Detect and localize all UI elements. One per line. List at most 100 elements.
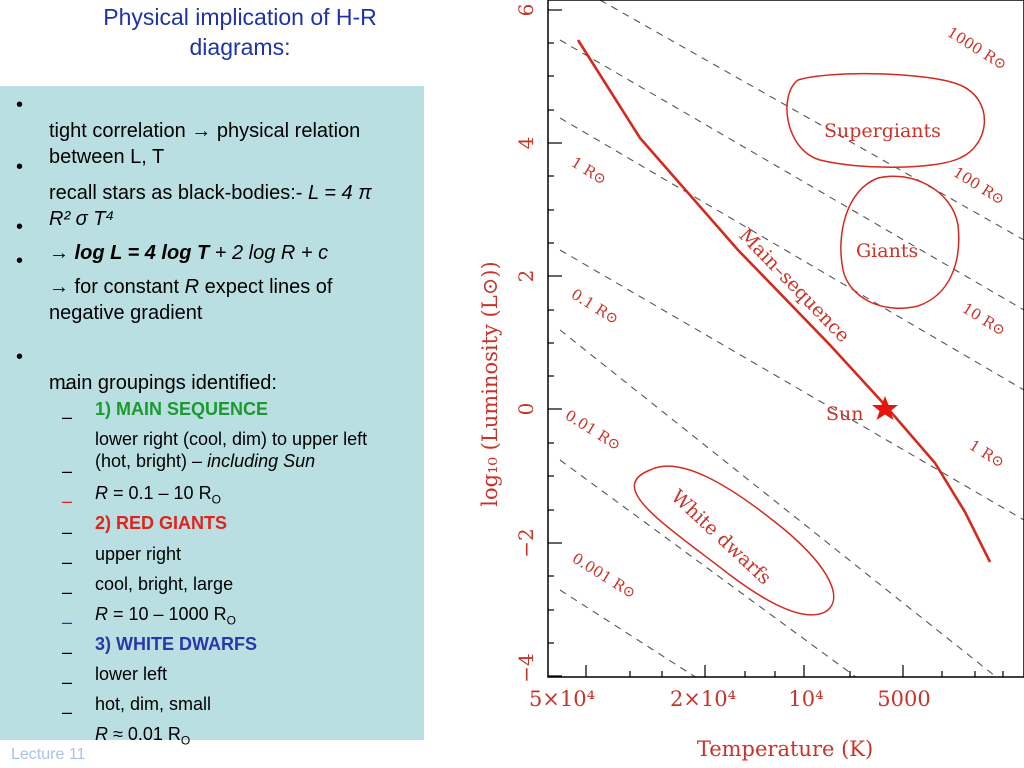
y-tick-label-0: 0 xyxy=(514,403,538,416)
radius-label-0-1: 0.1 R⊙ xyxy=(568,285,622,328)
sub-lower-right: – lower right (cool, dim) to upper left … xyxy=(62,406,367,471)
sub-text-italic: including Sun xyxy=(207,451,316,471)
slide-title-line2: diagrams: xyxy=(189,34,291,60)
y-tick-labels: 6 4 2 0 −2 −4 xyxy=(514,4,538,683)
sub-lower-left: – lower left xyxy=(62,641,167,684)
bullet-marker: • xyxy=(16,156,24,178)
sub-text: 1) MAIN SEQUENCE xyxy=(95,399,269,419)
bullet-text: → for constant xyxy=(49,276,185,298)
sub-red-giants: – 2) RED GIANTS xyxy=(62,490,227,533)
x-tick-labels: 5×10⁴ 2×10⁴ 10⁴ 5000 xyxy=(529,687,931,711)
dash-marker: – xyxy=(62,552,73,572)
y-tick-label-minus2: −2 xyxy=(514,528,538,557)
radius-symbol: R xyxy=(95,724,108,744)
sub-ms-radius: – R = 0.1 – 10 RO xyxy=(62,460,221,507)
bullet-text: recall stars as black-bodies:- xyxy=(49,182,308,204)
bullet-text: tight correlation → physical relation be… xyxy=(49,120,361,168)
main-sequence-curve xyxy=(576,39,992,563)
radius-label-0-01: 0.01 R⊙ xyxy=(562,406,624,454)
radius-label-0-001: 0.001 R⊙ xyxy=(569,549,639,602)
dash-marker: – xyxy=(62,522,73,542)
x-tick-label-5000: 5000 xyxy=(877,687,930,711)
sub-main-sequence: – 1) MAIN SEQUENCE xyxy=(62,376,268,419)
sub-text: = 10 – 1000 R xyxy=(108,604,227,624)
bullet-marker: • xyxy=(16,216,24,238)
sub-white-dwarfs: – 3) WHITE DWARFS xyxy=(62,611,257,654)
bullet-log-equation: • → log L = 4 log T + 2 log R + c xyxy=(16,214,328,264)
bullet-black-bodies: • recall stars as black-bodies:- L = 4 π… xyxy=(16,154,372,230)
sub-text: upper right xyxy=(95,544,182,564)
label-supergiants: Supergiants xyxy=(824,120,941,142)
bullet-constant-radius: • → for constant R expect lines of negat… xyxy=(16,248,333,324)
radius-label-1-left: 1 R⊙ xyxy=(568,153,610,189)
dash-marker: – xyxy=(62,491,73,511)
log-equation-rest: + 2 log R + c xyxy=(209,242,329,264)
x-tick-label-1e4: 10⁴ xyxy=(788,687,823,711)
dash-marker: – xyxy=(62,672,73,692)
y-tick-label-minus4: −4 xyxy=(514,653,538,682)
dash-marker: – xyxy=(62,702,73,722)
region-labels: Supergiants Giants Sun Main–sequence Whi… xyxy=(667,120,941,589)
x-tick-marks xyxy=(585,665,1004,677)
radius-label-1-right: 1 R⊙ xyxy=(966,436,1008,472)
radius-line-0-1 xyxy=(559,329,998,677)
radius-label-10: 10 R⊙ xyxy=(959,299,1009,340)
radius-line-100 xyxy=(559,39,1024,311)
label-sun: Sun xyxy=(826,403,864,425)
label-main-sequence: Main–sequence xyxy=(734,224,854,347)
slide-title-line1: Physical implication of H-R xyxy=(103,4,377,30)
white-dwarfs-outline xyxy=(633,465,835,616)
sub-cool-bright-large: – cool, bright, large xyxy=(62,551,233,594)
region-outlines xyxy=(633,72,986,616)
sun-star-icon xyxy=(872,396,898,420)
radius-symbol: R xyxy=(95,604,108,624)
bullet-marker: • xyxy=(16,346,24,368)
dash-marker: – xyxy=(62,407,73,427)
solar-subscript: O xyxy=(180,733,191,748)
label-white-dwarfs: White dwarfs xyxy=(667,486,776,590)
sub-text: = 0.1 – 10 R xyxy=(108,483,212,503)
radius-line-10 xyxy=(559,117,1024,391)
y-axis-label: log₁₀ (Luminosity (L⊙)) xyxy=(478,261,502,506)
sub-text: 2) RED GIANTS xyxy=(95,513,228,533)
stefan-boltzmann-equation: L = 4 π R² σ T⁴ xyxy=(49,182,372,230)
bullet-text: expect lines of negative gradient xyxy=(49,276,333,324)
sub-upper-right: – upper right xyxy=(62,521,181,564)
bullet-correlation: • tight correlation → physical relation … xyxy=(16,92,360,168)
sub-text: 3) WHITE DWARFS xyxy=(95,634,257,654)
sub-text: cool, bright, large xyxy=(95,574,234,594)
solar-subscript: O xyxy=(226,613,236,628)
footer-lecture-label: Lecture 11 xyxy=(11,746,86,763)
hr-diagram: 6 4 2 0 −2 −4 log₁₀ (Luminosity (L⊙)) 5×… xyxy=(478,0,1024,761)
notes-panel: • tight correlation → physical relation … xyxy=(0,86,424,748)
radius-labels: 1000 R⊙ 100 R⊙ 10 R⊙ 1 R⊙ 1 R⊙ 0.1 R⊙ 0.… xyxy=(562,23,1010,602)
radius-line-0-01 xyxy=(559,459,857,677)
radius-line-1 xyxy=(559,249,1024,521)
radius-symbol: R xyxy=(95,483,108,503)
slide-title: Physical implication of H-R diagrams: xyxy=(0,2,480,62)
dash-marker: – xyxy=(62,377,73,397)
dash-marker: – xyxy=(62,461,73,481)
supergiants-outline xyxy=(786,72,986,168)
sub-text: lower left xyxy=(95,664,168,684)
radius-symbol: R xyxy=(184,276,200,298)
y-tick-label-6: 6 xyxy=(514,4,538,17)
log-equation-bold: → log L = 4 log T xyxy=(49,242,210,264)
bullet-marker: • xyxy=(16,250,24,272)
sub-hot-dim-small: – hot, dim, small xyxy=(62,671,211,714)
bullet-marker: • xyxy=(16,94,24,116)
x-axis-label: Temperature (K) xyxy=(697,737,873,761)
y-tick-label-2: 2 xyxy=(514,270,538,283)
radius-lines xyxy=(559,0,1024,677)
sub-dwarf-radius: – R ≈ 0.01 RO xyxy=(62,701,190,748)
dash-marker: – xyxy=(62,582,73,602)
bullet-groupings: • main groupings identified: xyxy=(16,344,277,394)
sub-text: lower right (cool, dim) to upper left (h… xyxy=(95,429,368,471)
y-tick-label-4: 4 xyxy=(514,137,538,150)
label-giants: Giants xyxy=(856,240,918,262)
giants-outline xyxy=(840,175,960,309)
radius-line-0-001 xyxy=(559,589,697,677)
radius-label-1000: 1000 R⊙ xyxy=(944,23,1010,74)
dash-marker: – xyxy=(62,612,73,632)
radius-line-1000 xyxy=(599,0,1024,241)
